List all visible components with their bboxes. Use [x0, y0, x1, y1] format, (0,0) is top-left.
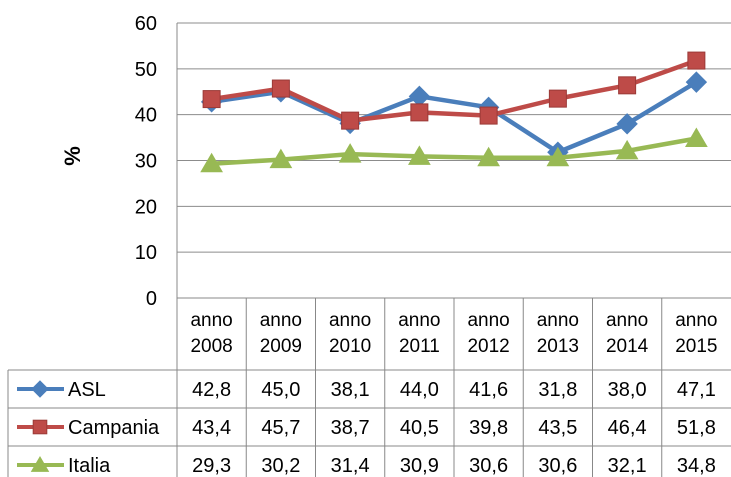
y-tick-label: 30: [135, 151, 157, 173]
table-cell-italia: 30,6: [538, 455, 577, 477]
data-point-asl: [685, 71, 708, 93]
x-tick-label: anno 2015: [675, 310, 717, 357]
table-cell-asl: 47,1: [677, 379, 716, 401]
table-cell-italia: 29,3: [192, 455, 231, 477]
x-tick-label: anno 2009: [260, 310, 302, 357]
x-tick-label-line: anno: [537, 310, 579, 331]
table-cell-campania: 39,8: [469, 417, 508, 439]
legend-marker-asl: [31, 380, 49, 398]
data-point-campania: [341, 111, 360, 130]
table-cell-asl: 38,0: [608, 379, 647, 401]
data-point-campania: [618, 76, 637, 95]
x-tick-label-line: 2010: [329, 336, 371, 357]
data-point-campania: [202, 90, 221, 109]
data-point-italia: [269, 148, 293, 169]
data-point-italia: [408, 145, 431, 165]
data-point-campania: [687, 51, 706, 70]
x-tick-label: anno 2012: [467, 310, 509, 357]
table-cell-campania: 43,4: [192, 417, 231, 439]
series-line-asl: [211, 80, 698, 155]
y-axis-label: %: [60, 146, 85, 166]
y-tick-label: 50: [135, 59, 157, 81]
table-cell-campania: 40,5: [400, 417, 439, 439]
series-line-campania: [211, 58, 698, 123]
y-tick-label: 20: [135, 196, 157, 218]
x-tick-label-line: 2009: [260, 336, 302, 357]
x-tick-label: anno 2010: [329, 310, 371, 357]
table-cell-asl: 42,8: [192, 379, 231, 401]
table-cell-campania: 43,5: [538, 417, 577, 439]
legend-label-campania: Campania: [68, 417, 160, 439]
y-tick-label: 60: [135, 13, 157, 35]
table-cell-asl: 41,6: [469, 379, 508, 401]
x-tick-label-line: 2012: [467, 336, 509, 357]
table-cell-asl: 38,1: [331, 379, 370, 401]
data-point-italia: [338, 143, 362, 163]
data-point-italia: [685, 127, 708, 147]
series-lines: [200, 51, 708, 173]
x-tick-label: anno 2014: [606, 310, 649, 357]
data-point-asl: [616, 113, 638, 135]
x-tick-label-line: anno: [467, 310, 509, 331]
table-cell-italia: 34,8: [677, 455, 716, 477]
x-tick-label: anno 2011: [398, 310, 440, 357]
y-tick-label: 0: [146, 288, 157, 310]
legend-marker-italia: [30, 456, 50, 472]
table-cell-italia: 31,4: [331, 455, 370, 477]
x-tick-label-line: 2013: [537, 336, 579, 357]
x-tick-label-line: 2015: [675, 336, 717, 357]
data-point-italia: [200, 152, 223, 173]
data-point-italia: [615, 139, 639, 160]
x-tick-label-line: anno: [260, 310, 302, 331]
table-cell-campania: 45,7: [261, 417, 300, 439]
table-cell-italia: 30,6: [469, 455, 508, 477]
x-tick-label-line: anno: [675, 310, 717, 331]
x-tick-label-line: 2011: [399, 336, 440, 357]
table-cell-italia: 30,9: [400, 455, 439, 477]
data-point-italia: [477, 146, 500, 167]
legend-label-asl: ASL: [68, 379, 106, 401]
data-point-asl: [408, 85, 431, 108]
table-cell-asl: 44,0: [400, 379, 439, 401]
x-tick-label-line: 2014: [606, 336, 649, 357]
data-point-campania: [479, 106, 498, 125]
x-tick-label: anno 2008: [190, 310, 232, 357]
x-tick-label-line: 2008: [190, 336, 232, 357]
table-cell-asl: 45,0: [261, 379, 300, 401]
x-tick-label-line: anno: [606, 310, 648, 331]
series-line-italia: [211, 136, 697, 166]
data-table: anno 2008 anno 2009 anno 2010 anno 2011 anno 2012…: [7, 298, 731, 477]
table-cell-italia: 30,2: [261, 455, 300, 477]
table-cell-campania: 46,4: [608, 417, 647, 439]
data-point-campania: [548, 89, 567, 108]
legend-label-italia: Italia: [68, 455, 111, 477]
x-tick-label-line: anno: [329, 310, 371, 331]
legend-marker-campania: [32, 419, 48, 435]
x-tick-label-line: anno: [398, 310, 440, 331]
table-cell-campania: 38,7: [331, 417, 370, 439]
y-tick-label: 10: [135, 242, 157, 264]
x-tick-label: anno 2013: [537, 310, 579, 357]
table-cell-campania: 51,8: [677, 417, 716, 439]
table-cell-italia: 32,1: [608, 455, 647, 477]
y-tick-label: 40: [135, 105, 157, 127]
table-cell-asl: 31,8: [538, 379, 577, 401]
data-point-campania: [410, 103, 429, 122]
data-point-italia: [546, 146, 570, 167]
x-tick-label-line: anno: [190, 310, 232, 331]
data-point-campania: [271, 79, 290, 98]
